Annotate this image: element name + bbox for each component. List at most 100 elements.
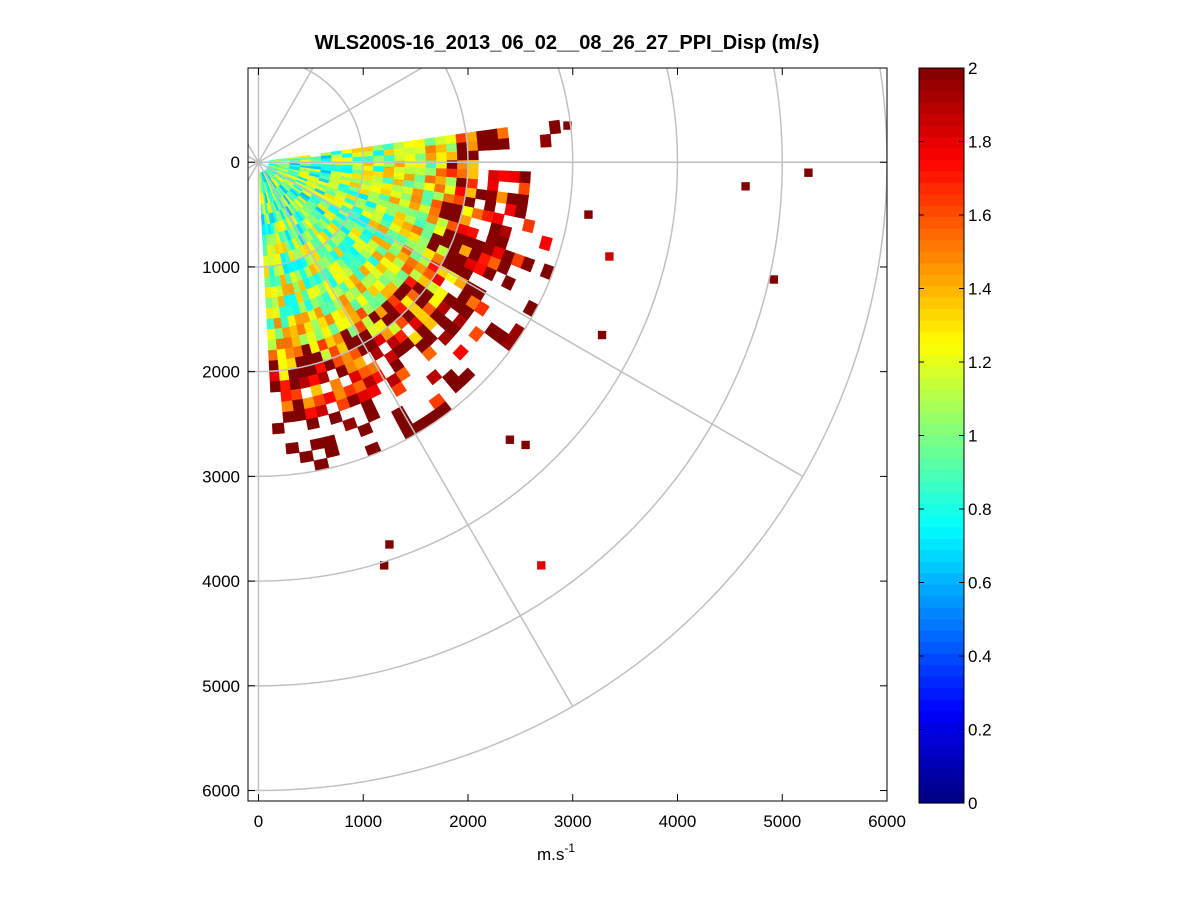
scan-cell bbox=[383, 148, 395, 156]
colorbar-segment bbox=[919, 458, 964, 471]
colorbar-segment bbox=[919, 584, 964, 597]
x-tick-label: 1000 bbox=[344, 812, 382, 831]
scan-cell bbox=[538, 235, 553, 252]
scan-cell bbox=[288, 378, 301, 391]
scan-cell bbox=[291, 398, 305, 412]
radial-grid-line bbox=[248, 161, 260, 182]
colorbar-segment bbox=[919, 711, 964, 724]
x-tick-label: 4000 bbox=[659, 812, 697, 831]
scan-cell bbox=[328, 410, 343, 425]
scan-cell bbox=[425, 167, 437, 177]
y-axis: 0 1000 2000 3000 4000 5000 6000 bbox=[202, 153, 887, 801]
scan-cell bbox=[519, 171, 531, 184]
isolated-cell bbox=[385, 540, 394, 549]
colorbar-segment bbox=[919, 343, 964, 356]
colorbar-segment bbox=[919, 791, 964, 804]
scan-cell bbox=[467, 150, 479, 161]
x-tick-label: 3000 bbox=[554, 812, 592, 831]
isolated-cell bbox=[584, 210, 593, 219]
scan-cell bbox=[299, 450, 315, 464]
colorbar-segment bbox=[919, 332, 964, 345]
scan-cell bbox=[263, 266, 270, 278]
isolated-cell bbox=[605, 252, 614, 261]
scan-cell bbox=[393, 166, 406, 174]
colorbar-segment bbox=[919, 102, 964, 115]
scan-cell bbox=[452, 344, 469, 361]
colorbar-segment bbox=[919, 113, 964, 127]
y-tick-label: 0 bbox=[231, 153, 240, 172]
scan-cell bbox=[486, 180, 499, 192]
scan-cell bbox=[506, 192, 519, 206]
scan-cell bbox=[383, 154, 395, 162]
colorbar-segment bbox=[919, 515, 964, 528]
scan-cell bbox=[282, 410, 296, 424]
scan-cell bbox=[444, 134, 457, 145]
colorbar-tick-label: 0.6 bbox=[968, 574, 992, 593]
colorbar-segment bbox=[919, 768, 964, 781]
scan-cell bbox=[352, 151, 364, 158]
radial-grid-line bbox=[258, 68, 424, 163]
scan-cell bbox=[404, 146, 416, 155]
colorbar-segment bbox=[919, 274, 964, 287]
x-tick-label: 6000 bbox=[868, 812, 906, 831]
isolated-cell bbox=[537, 561, 546, 570]
colorbar-tick-label: 1.4 bbox=[968, 280, 992, 299]
colorbar-segment bbox=[919, 757, 964, 770]
scan-cell bbox=[268, 360, 279, 372]
scan-cell bbox=[520, 256, 536, 273]
colorbar-segment bbox=[919, 79, 964, 92]
colorbar-segment bbox=[919, 401, 964, 414]
scan-cell bbox=[436, 152, 448, 161]
colorbar-segment bbox=[919, 68, 964, 81]
colorbar-segment bbox=[919, 205, 964, 218]
scan-cell bbox=[425, 152, 437, 162]
scan-cell bbox=[394, 154, 406, 162]
isolated-cell bbox=[597, 330, 607, 340]
isolated-cell bbox=[521, 440, 530, 450]
colorbar-segment bbox=[919, 378, 964, 391]
radial-grid-line bbox=[258, 161, 804, 478]
colorbar-tick-label: 1.8 bbox=[968, 133, 992, 152]
scan-cell bbox=[414, 167, 427, 176]
scan-cell bbox=[487, 170, 500, 182]
isolated-cell bbox=[563, 121, 572, 130]
scan-cell bbox=[514, 205, 528, 220]
y-tick-label: 4000 bbox=[202, 572, 240, 591]
scan-cell bbox=[445, 142, 458, 153]
colorbar-segment bbox=[919, 320, 964, 333]
colorbar-tick-label: 1.6 bbox=[968, 206, 992, 225]
colorbar-segment bbox=[919, 607, 964, 620]
scan-cell bbox=[446, 151, 458, 161]
scan-cell bbox=[498, 170, 510, 183]
colorbar-segment bbox=[919, 734, 964, 747]
colorbar-segment bbox=[919, 481, 964, 494]
scan-cell bbox=[496, 127, 509, 140]
scan-cell bbox=[424, 137, 436, 147]
colorbar-segment bbox=[919, 90, 964, 104]
colorbar-tick-label: 0 bbox=[968, 794, 977, 813]
scan-cell bbox=[445, 176, 458, 187]
colorbar-tick-label: 0.4 bbox=[968, 647, 992, 666]
colorbar-segment bbox=[919, 538, 964, 551]
scan-cell bbox=[477, 139, 489, 151]
scan-cell bbox=[265, 297, 273, 309]
colorbar-segment bbox=[919, 653, 964, 666]
scan-cell bbox=[404, 167, 416, 175]
colorbar-segment bbox=[919, 573, 964, 586]
colorbar-segment bbox=[919, 182, 964, 195]
scan-cell bbox=[495, 191, 509, 204]
scan-cell bbox=[448, 376, 466, 394]
scan-cell bbox=[271, 422, 285, 435]
scan-cell bbox=[498, 137, 510, 150]
scan-cell bbox=[263, 255, 269, 268]
colorbar-segment bbox=[919, 561, 964, 574]
scan-cell bbox=[275, 338, 285, 351]
scan-cell bbox=[320, 158, 333, 162]
colorbar-segment bbox=[919, 435, 964, 448]
scan-cell bbox=[341, 157, 354, 162]
scan-cell bbox=[277, 359, 288, 371]
scan-cell bbox=[393, 147, 406, 156]
scan-cell bbox=[281, 400, 294, 413]
scan-cell bbox=[290, 388, 303, 401]
